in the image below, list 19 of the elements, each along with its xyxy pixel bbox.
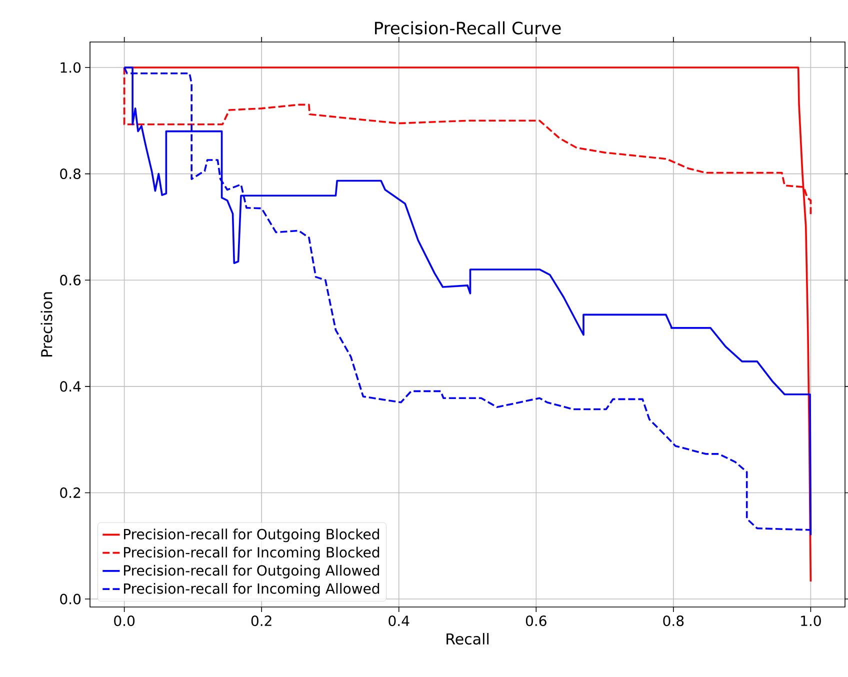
y-tick-label: 0.0: [60, 594, 81, 604]
y-tick-label: 0.4: [60, 381, 81, 392]
x-tick-label: 0.0: [114, 616, 135, 626]
y-tick-label: 0.6: [60, 274, 81, 286]
legend-label: Precision-recall for Incoming Allowed: [124, 583, 380, 597]
x-tick-label: 0.4: [388, 616, 410, 626]
chart-title: Precision-Recall Curve: [375, 21, 561, 34]
x-tick-label: 0.6: [526, 616, 546, 626]
legend-label: Precision-recall for Incoming Blocked: [124, 546, 380, 560]
legend-label: Precision-recall for Outgoing Blocked: [124, 528, 379, 542]
y-tick-label: 0.8: [60, 168, 81, 180]
x-tick-label: 1.0: [801, 616, 821, 626]
y-tick-label: 1.0: [60, 62, 81, 73]
y-axis-title: Precision: [40, 292, 52, 356]
x-tick-label: 0.8: [663, 616, 684, 626]
x-tick-label: 0.2: [251, 616, 272, 626]
x-axis-title: Recall: [446, 633, 488, 645]
legend-label: Precision-recall for Outgoing Allowed: [124, 564, 379, 578]
y-tick-label: 0.2: [60, 487, 80, 498]
